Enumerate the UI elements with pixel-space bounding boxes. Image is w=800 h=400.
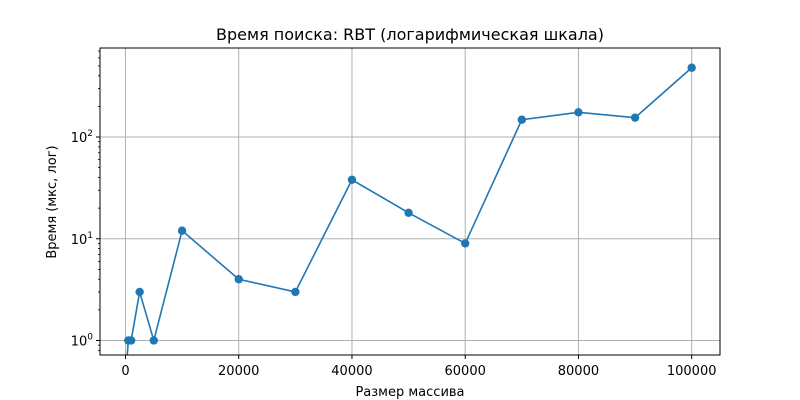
data-point (135, 287, 144, 297)
y-tick-base: 10 (71, 334, 88, 349)
data-point (574, 108, 583, 117)
x-axis-ticks: 0 20000 40000 60000 80000 100000 (121, 355, 717, 379)
data-point (630, 113, 640, 122)
plot-frame (99, 47, 721, 356)
data-point (291, 287, 300, 297)
data-point (177, 226, 187, 235)
chart-title: Время поиска: RBT (логарифмическая шкала… (216, 25, 604, 44)
y-tick-exponent: 1 (87, 231, 93, 241)
series-line (126, 67, 693, 355)
y-tick-label: 100 (71, 332, 94, 349)
x-tick-label: 100000 (667, 364, 717, 379)
data-point (461, 239, 470, 248)
data-point (404, 208, 413, 217)
y-tick-exponent: 2 (87, 129, 93, 139)
y-tick-base: 10 (71, 131, 88, 146)
data-point (687, 63, 696, 72)
grid-lines (100, 48, 720, 355)
data-point (149, 336, 158, 345)
data-point (347, 175, 357, 184)
x-tick-label: 40000 (331, 364, 372, 379)
x-axis-label: Размер массива (355, 385, 464, 400)
series-group (124, 63, 696, 355)
x-tick-label: 80000 (558, 364, 599, 379)
y-tick-label: 102 (71, 129, 93, 146)
x-tick-label: 0 (121, 364, 129, 379)
data-point (517, 115, 527, 124)
x-tick-label: 60000 (445, 364, 486, 379)
y-axis-label: Время (мкс, лог) (45, 145, 60, 258)
data-point (126, 336, 136, 345)
y-tick-exponent: 0 (87, 332, 93, 342)
y-tick-base: 10 (71, 233, 88, 248)
data-point (234, 275, 243, 284)
x-tick-label: 20000 (218, 364, 259, 379)
series-layer (124, 63, 696, 355)
y-tick-label: 101 (71, 231, 93, 248)
